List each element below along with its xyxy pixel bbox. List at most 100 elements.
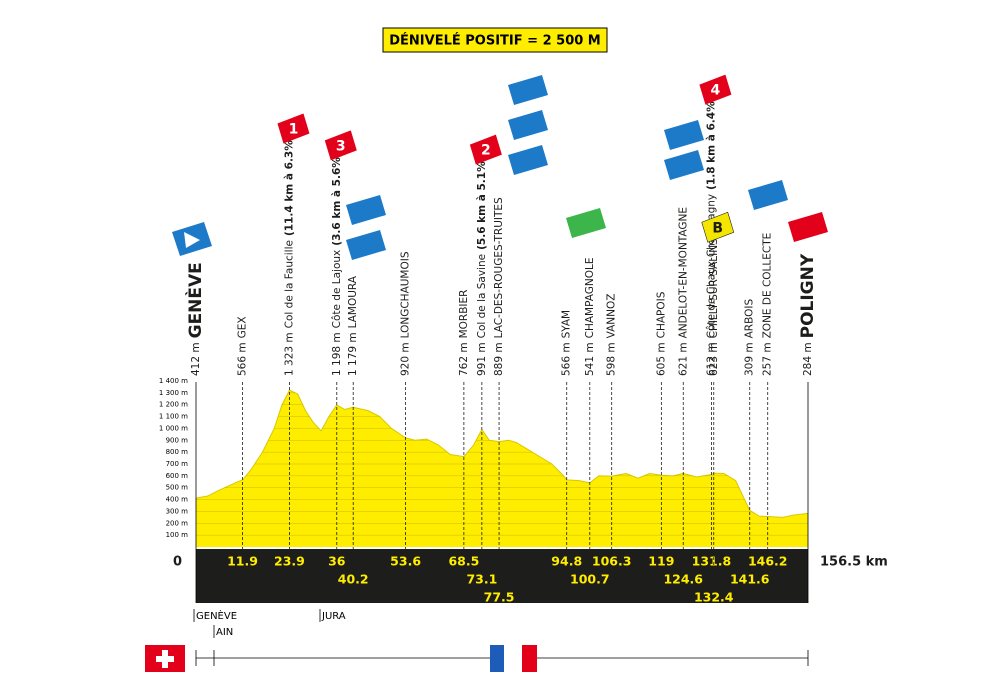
x-tick-label: 156.5 km (820, 555, 888, 570)
waypoint: 257 m ZONE DE COLLECTE 146.2 (748, 233, 788, 569)
collect-icon (748, 180, 788, 210)
waypoint: 284 m POLIGNY (798, 253, 818, 376)
km-label: 124.6 (663, 572, 703, 587)
waypoint-label: 257 m ZONE DE COLLECTE (762, 233, 774, 376)
y-tick-label: 300 m (166, 507, 189, 515)
waypoint-altitude: 566 m (561, 342, 573, 376)
km-label: 36 (328, 554, 346, 569)
y-tick-label: 100 m (166, 531, 189, 539)
waypoint: 623 m CHILLY-SUR-SALINS 132.4 B (694, 211, 735, 605)
waypoint-label: 284 m POLIGNY (798, 253, 818, 376)
km-label: 68.5 (448, 554, 479, 569)
climb-info: (3.6 km à 5.6%) (331, 152, 343, 245)
waypoint-name: Col de la Savine (476, 254, 488, 339)
waypoint-label: 1 179 m LAMOURA (347, 275, 359, 376)
feed-icon (664, 150, 704, 180)
waypoint-label: 412 m GENÈVE (184, 262, 206, 376)
waypoint: 412 m GENÈVE (184, 262, 206, 376)
waypoint-name: GENÈVE (184, 262, 206, 338)
badge (324, 130, 357, 161)
badge-label: 3 (336, 138, 346, 154)
waypoint: 598 m VANNOZ 106.3 (592, 294, 632, 569)
badge (469, 134, 502, 165)
km-band (196, 549, 808, 603)
feed-icon (508, 110, 548, 140)
waypoint: 309 m ARBOIS 141.6 (730, 299, 770, 587)
start-arrow (184, 232, 200, 248)
waypoint-label: 541 m CHAMPAGNOLE (584, 258, 596, 376)
waypoint-name: LONGCHAUMOIS (400, 251, 412, 338)
climb-info: (1.8 km à 6.4%) (705, 97, 717, 190)
waypoint-name: VANNOZ (606, 294, 618, 339)
y-tick-label: 400 m (166, 496, 189, 504)
y-tick-label: 500 m (166, 484, 189, 492)
waypoint: 991 m Col de la Savine (5.6 km à 5.1%) 73.1… (466, 134, 502, 587)
km-label: 53.6 (390, 554, 421, 569)
waypoint-name: GEX (237, 316, 249, 338)
climb-info: (5.6 km à 5.1%) (476, 157, 488, 250)
waypoint: 621 m ANDELOT-EN-MONTAGNE 124.6 (663, 207, 703, 587)
waypoint: 566 m SYAM 94.8 (551, 310, 582, 569)
y-tick-label: 900 m (166, 436, 189, 444)
french-flag-red (522, 645, 537, 672)
waypoint: 1 323 m Col de la Faucille (11.4 km à 6.3%… (274, 113, 310, 569)
waypoint-altitude: 1 179 m (347, 332, 359, 376)
waypoint-altitude: 623 m (708, 342, 720, 376)
region-label: JURA (321, 611, 346, 622)
y-tick-label: 1 000 m (159, 424, 188, 432)
waypoint-name: SYAM (561, 310, 573, 339)
waypoint-altitude: 1 323 m (283, 332, 295, 376)
waypoint-label: 605 m CHAPOIS (655, 291, 667, 376)
waypoint-name: CHAMPAGNOLE (584, 258, 596, 339)
feed-icon (508, 75, 548, 105)
y-tick-label: 1 200 m (159, 401, 188, 409)
waypoint-label: 1 198 m Côte de Lajoux (3.6 km à 5.6%) (331, 152, 343, 376)
profile-area (196, 390, 808, 547)
km-label: 23.9 (274, 554, 305, 569)
waypoint-label: 566 m GEX (237, 316, 249, 376)
badge (699, 74, 732, 105)
y-tick-label: 1 100 m (159, 413, 188, 421)
waypoint-name: ANDELOT-EN-MONTAGNE (677, 207, 689, 338)
km-label: 73.1 (466, 572, 497, 587)
waypoint-label: 623 m CHILLY-SUR-SALINS (708, 238, 720, 376)
badge (277, 113, 310, 144)
waypoint-name: ZONE DE COLLECTE (762, 233, 774, 339)
y-tick-label: 800 m (166, 448, 189, 456)
waypoint-label: 991 m Col de la Savine (5.6 km à 5.1%) (476, 157, 488, 376)
waypoint-altitude: 284 m (802, 342, 814, 376)
finish-icon (788, 212, 828, 242)
km-label: 131.8 (692, 554, 732, 569)
region-label: GENÈVE (196, 609, 237, 622)
waypoint-altitude: 621 m (677, 342, 689, 376)
waypoint-name: MORBIER (458, 290, 470, 339)
title-box (382, 27, 608, 53)
km-label: 11.9 (227, 554, 258, 569)
waypoint-altitude: 889 m (493, 342, 505, 376)
waypoint-label: 1 323 m Col de la Faucille (11.4 km à 6.3%… (283, 135, 295, 376)
region-label: AIN (216, 627, 233, 638)
km-label: 40.2 (338, 572, 369, 587)
waypoint: 605 m CHAPOIS 119 (648, 291, 674, 568)
icons (172, 75, 828, 260)
waypoint: 762 m MORBIER 68.5 (448, 290, 479, 569)
waypoint-name: ARBOIS (744, 299, 756, 339)
badge-label: 1 (289, 121, 299, 137)
swiss-cross (156, 650, 174, 668)
waypoint-name: LAMOURA (347, 275, 359, 328)
waypoint: 566 m GEX 11.9 (227, 316, 258, 568)
waypoint-altitude: 762 m (458, 342, 470, 376)
climb-info: (11.4 km à 6.3%) (283, 135, 295, 236)
sprint-icon (566, 208, 606, 238)
waypoint-altitude: 309 m (744, 342, 756, 376)
waypoint: 889 m LAC-DES-ROUGES-TRUITES 77.5 (484, 197, 515, 605)
waypoint-label: 309 m ARBOIS (744, 299, 756, 376)
waypoint-label: 889 m LAC-DES-ROUGES-TRUITES (493, 197, 505, 376)
badge-label: 4 (711, 83, 721, 99)
km-label: 119 (648, 554, 674, 569)
waypoint-label: 621 m ANDELOT-EN-MONTAGNE (677, 207, 689, 376)
chart-title: DÉNIVELÉ POSITIF = 2 500 M (389, 33, 601, 49)
y-tick-label: 600 m (166, 472, 189, 480)
badge-label: B (712, 220, 723, 236)
